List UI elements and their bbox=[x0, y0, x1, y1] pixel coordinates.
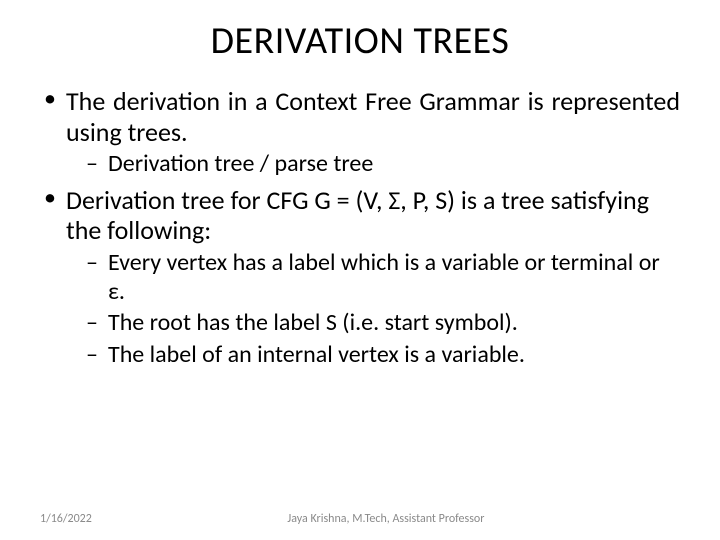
bullet-text: The root has the label S (i.e. start sym… bbox=[108, 308, 518, 337]
slide-footer: 1/16/2022 Jaya Krishna, M.Tech, Assistan… bbox=[40, 512, 680, 526]
bullet-text: Derivation tree / parse tree bbox=[108, 149, 373, 178]
list-item: The root has the label S (i.e. start sym… bbox=[86, 308, 680, 337]
footer-date: 1/16/2022 bbox=[40, 512, 92, 526]
bullet-text: Every vertex has a label which is a vari… bbox=[108, 248, 660, 306]
slide-content: The derivation in a Context Free Grammar… bbox=[40, 86, 680, 369]
slide-title: DERIVATION TREES bbox=[40, 18, 680, 64]
bullet-text: The derivation in a Context Free Grammar… bbox=[66, 86, 680, 147]
slide: DERIVATION TREES The derivation in a Con… bbox=[0, 0, 720, 540]
list-item: Derivation tree for CFG G = (V, Σ, P, S)… bbox=[40, 185, 680, 369]
list-item: The label of an internal vertex is a var… bbox=[86, 340, 680, 369]
footer-author: Jaya Krishna, M.Tech, Assistant Professo… bbox=[92, 512, 680, 526]
bullet-list-level2: Derivation tree / parse tree bbox=[66, 149, 680, 178]
list-item: The derivation in a Context Free Grammar… bbox=[40, 86, 680, 179]
list-item: Derivation tree / parse tree bbox=[86, 149, 680, 178]
bullet-text: The label of an internal vertex is a var… bbox=[108, 340, 525, 369]
bullet-list-level1: The derivation in a Context Free Grammar… bbox=[40, 86, 680, 369]
bullet-text: Derivation tree for CFG G = (V, Σ, P, S)… bbox=[66, 185, 680, 246]
bullet-list-level2: Every vertex has a label which is a vari… bbox=[66, 248, 680, 369]
list-item: Every vertex has a label which is a vari… bbox=[86, 248, 680, 307]
